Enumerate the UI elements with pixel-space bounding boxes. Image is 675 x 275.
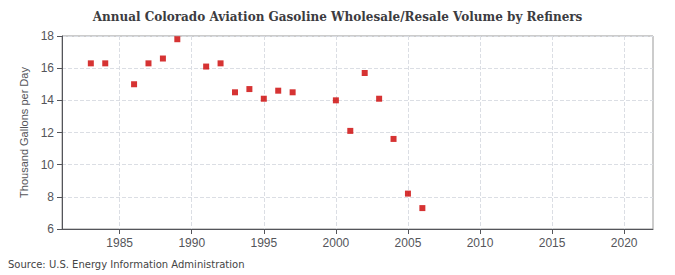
svg-text:1995: 1995: [250, 236, 277, 250]
svg-text:1985: 1985: [106, 236, 133, 250]
svg-text:6: 6: [47, 222, 54, 236]
svg-text:14: 14: [41, 93, 55, 107]
svg-text:Annual Colorado Aviation Gasol: Annual Colorado Aviation Gasoline Wholes…: [92, 10, 583, 24]
svg-text:2000: 2000: [323, 236, 350, 250]
svg-text:8: 8: [47, 190, 54, 204]
svg-text:16: 16: [41, 61, 55, 75]
svg-text:2010: 2010: [467, 236, 494, 250]
svg-text:2005: 2005: [395, 236, 422, 250]
svg-text:Source: U.S. Energy Informatio: Source: U.S. Energy Information Administ…: [8, 259, 245, 270]
svg-text:12: 12: [41, 126, 55, 140]
svg-text:18: 18: [41, 29, 55, 43]
svg-text:1990: 1990: [178, 236, 205, 250]
svg-text:2020: 2020: [611, 236, 638, 250]
svg-text:2015: 2015: [539, 236, 566, 250]
svg-text:Thousand Gallons per Day: Thousand Gallons per Day: [18, 67, 30, 198]
svg-text:10: 10: [41, 158, 55, 172]
